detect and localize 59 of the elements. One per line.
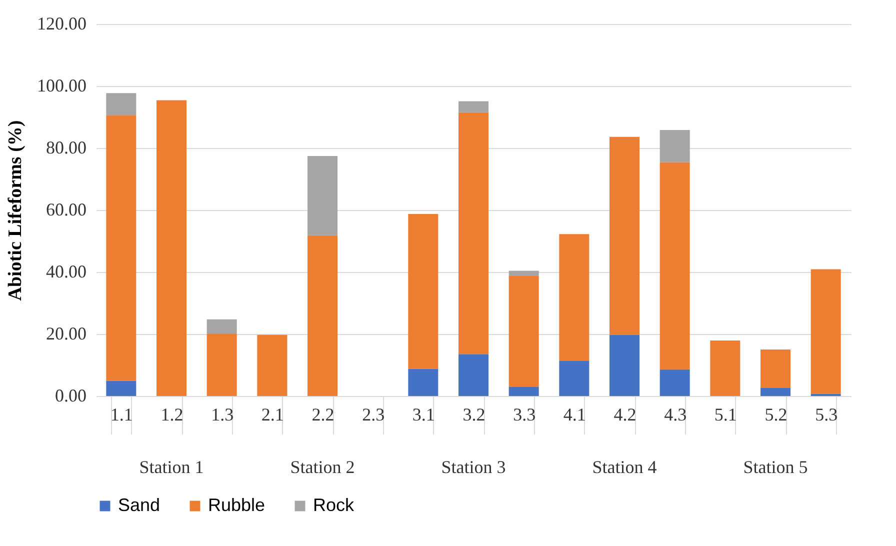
x-tick-label: 3.1 [412,404,435,424]
legend-label: Rubble [208,495,266,515]
bar [458,354,488,396]
bar [810,269,841,394]
bar [408,214,438,369]
bar [610,334,640,396]
bar [660,162,690,370]
legend-label: Rock [313,495,356,515]
x-tick-label: 2.2 [312,404,334,424]
bar [206,334,237,396]
x-tick-label: 1.2 [160,404,184,424]
x-tick-label: 1.3 [211,404,234,424]
y-tick-label: 0.00 [55,386,86,406]
text: Station 2 [290,457,355,477]
bar [308,235,338,396]
y-axis-title: Abiotic Lifeforms (%) [5,120,26,301]
bar [106,115,136,381]
x-tick-label: 3.2 [462,404,486,424]
x-tick-label: 2.1 [261,404,284,424]
bar [508,387,539,396]
x-tick-label: 4.2 [614,404,636,424]
x-tick-label: 5.3 [815,404,838,424]
bar [308,156,338,236]
bar [458,101,488,112]
bar [206,319,237,334]
text: Station 1 [139,457,204,477]
bar [156,100,186,396]
y-tick-label: 60.00 [46,200,86,220]
text: Station 5 [743,457,808,477]
bar [106,380,136,396]
y-tick-label: 20.00 [46,324,86,344]
bar [710,340,740,396]
x-tick-label: 5.2 [764,404,788,424]
text: Station 3 [441,457,506,477]
bar [458,112,488,354]
bar [610,136,640,335]
bar [508,270,539,276]
bar [106,93,136,116]
x-tick-label: 5.1 [714,404,737,424]
x-tick-label: 4.1 [563,404,586,424]
bar [660,130,690,162]
bar [760,350,790,388]
bar [408,368,438,396]
bar [559,234,590,361]
legend-label: Sand [118,495,160,515]
text: Station 4 [592,457,657,477]
bar [257,334,288,396]
x-tick-label: 1.1 [110,404,133,424]
x-tick-label: 3.3 [513,404,536,424]
y-tick-label: 120.00 [37,14,86,34]
y-tick-label: 100.00 [37,76,86,96]
bar [508,276,539,388]
y-tick-label: 80.00 [46,138,86,158]
bar [559,360,590,396]
bar [760,388,790,396]
bar [660,369,690,396]
x-tick-label: 4.3 [664,404,687,424]
y-tick-label: 40.00 [46,262,86,282]
x-tick-label: 2.3 [362,404,385,424]
